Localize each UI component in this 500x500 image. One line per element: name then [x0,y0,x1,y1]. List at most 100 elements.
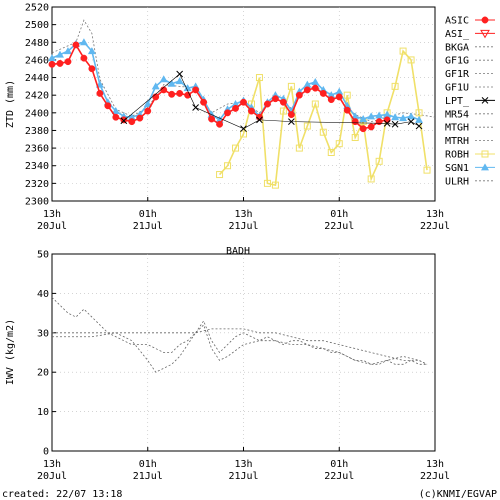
series-robh-point [351,134,359,142]
series-sgn1-point [311,77,320,85]
series-asic-point [152,93,160,101]
legend-label-mr54: MR54 [445,109,469,120]
series-robh-point [327,149,335,156]
series-robh-point [391,82,399,90]
iwv-y-tick-label: 30 [37,328,49,339]
legend-label-gf1r: GF1R [445,69,470,80]
iwv-x-tick-time: 13h [234,459,252,470]
legend-label-mtgh: MTGH [445,123,469,134]
series-robh-point [279,107,287,115]
ztd-grid [52,7,435,201]
iwv-y-tick-label: 50 [37,250,49,261]
created-timestamp: created: 22/07 13:18 [2,489,122,500]
ztd-x-tick-date: 22Jul [420,221,450,232]
ztd-y-tick-label: 2380 [25,126,49,137]
series-asic-point [48,60,56,68]
series-sgn1-point [151,82,160,90]
series-robh-point [311,100,319,108]
ztd-y-tick-label: 2520 [25,3,49,14]
series-lpt-point [391,120,399,128]
series-sgn1-point [303,80,312,88]
series-robh-point [343,91,351,99]
series-asic-point [136,114,144,122]
series-asic-point [375,118,383,126]
ztd-x-tick-date: 20Jul [37,221,67,232]
ztd-legend: ASIC ASI_ BKGA GF1G GF1R GF1U LPT_ MR54 MTGH MTRH… [445,16,495,187]
ztd-x-tick-time: 13h [426,209,444,220]
series-lpt-line [123,73,420,130]
series-robh-point [415,109,423,117]
ztd-y-axis-label: ZTD (mm) [5,80,16,128]
series-sgn1-point [87,47,96,55]
series-lpt-point [176,70,184,78]
series-sgn1-point [415,115,424,123]
series-asic-point [112,113,120,121]
ztd-y-tick-label: 2320 [25,179,49,190]
ztd-x-tick-date: 21Jul [228,221,258,232]
series-sgn1-point [327,91,336,99]
ztd-y-tick-label: 2360 [25,144,49,155]
series-asic-point [144,107,152,115]
series-robh-point [367,175,375,183]
series-robh-point [319,128,327,136]
ztd-y-tick-label: 2500 [25,20,49,31]
ztd-x-tick-date: 21Jul [133,221,163,232]
series-robh-point [423,166,431,174]
series-robh-point [255,74,263,82]
series-asic-point [311,84,319,92]
credit-label: (c)KNMI/EGVAP [419,489,497,500]
legend-label-sgn1: SGN1 [445,163,469,174]
series-asic-point [64,58,72,66]
series-lpt-point [256,116,263,124]
series-sgn1-point [383,110,392,118]
series-robh-point [271,181,279,189]
series-asic-point [287,111,295,119]
series-sgn1-point [391,113,400,121]
iwv-x-tick-date: 21Jul [228,471,258,482]
series-asic-point [120,116,128,124]
legend-label-lpt: LPT_ [445,96,470,107]
series-asic-point [88,65,96,73]
series-asic-point [232,104,239,112]
iwv-panel-title: BADH [226,246,250,257]
iwv-x-tick-time: 01h [330,459,348,470]
legend-label-bkga: BKGA [445,42,469,53]
series-asic-point [248,107,255,115]
ztd-x-tick-date: 22Jul [324,221,354,232]
series-asic-point [104,102,112,110]
legend-label-ulrh: ULRH [445,176,469,187]
ztd-panel: 2300 2320 2340 2360 2380 2400 2420 2440 2460 2480… [5,3,495,232]
ztd-y-tick-label: 2400 [25,108,49,119]
series-robh-point [224,162,232,170]
series-sgn1-point [335,87,344,95]
legend-marker-robh [481,150,489,158]
legend-label-asi: ASI_ [445,29,470,40]
series-asic-point [56,59,64,67]
ztd-x-tick-time: 13h [234,209,252,220]
series-lpt-point [383,120,391,127]
iwv-y-tick-label: 10 [37,407,49,418]
ztd-y-tick-label: 2460 [25,55,49,66]
series-sgn1-point [175,77,184,85]
iwv-grid [52,254,435,451]
series-asic-point [271,95,279,103]
legend-label-gf1u: GF1U [445,83,469,94]
series-lpt-point [120,117,128,125]
series-asic-point [216,120,224,128]
series-asic-point [263,100,271,108]
series-asic-point [72,41,80,49]
series-robh-point [407,56,415,64]
series-lpt-point [407,118,415,125]
iwv-x-tick-time: 01h [139,459,157,470]
iwv-x-tick-time: 13h [43,459,61,470]
series-asic-point [200,98,208,106]
legend-label-gf1g: GF1G [445,56,469,67]
series-sgn1-point [111,107,120,115]
series-asic-point [383,116,391,124]
series-sgn1-point [159,75,168,83]
series-sgn1-point [367,112,376,120]
series-asic-point [367,123,375,131]
iwv-x-tick-date: 20Jul [37,471,67,482]
